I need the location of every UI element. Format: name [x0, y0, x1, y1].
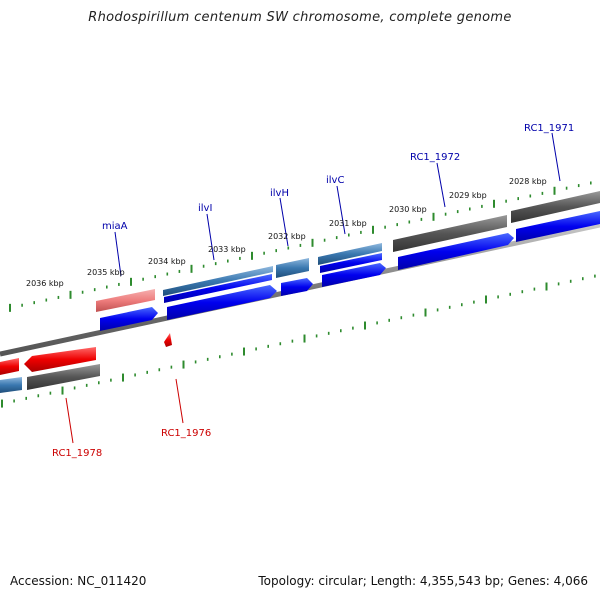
gene-ilvC-bar[interactable] — [320, 253, 382, 273]
gene-RC1_1971-grey-bar[interactable] — [511, 191, 600, 223]
kbp-label: 2029 kbp — [449, 191, 487, 200]
gene-ilvC-rna-bar[interactable] — [318, 243, 382, 265]
genome-title: Rhodospirillum centenum SW chromosome, c… — [88, 10, 512, 25]
gene-label-RC1_1976[interactable]: RC1_1976 — [161, 428, 211, 439]
gene-miaA-bar[interactable] — [96, 289, 155, 312]
tick-row-top — [9, 181, 592, 312]
gene-label-RC1_1971[interactable]: RC1_1971 — [524, 123, 574, 134]
gene-RC1_1978-left-red[interactable] — [0, 358, 19, 375]
topology-text: Topology: circular; Length: 4,355,543 bp… — [258, 574, 588, 588]
kbp-label: 2036 kbp — [26, 279, 64, 288]
gene-label-ilvH[interactable]: ilvH — [270, 188, 289, 199]
kbp-label: 2034 kbp — [148, 257, 186, 266]
gene-miaA-arrow[interactable] — [100, 307, 158, 331]
tick-row-bottom — [1, 274, 596, 408]
gene-RC1_1972-grey-bar[interactable] — [393, 215, 507, 252]
gene-ilvI-arrow[interactable] — [167, 285, 277, 320]
gene-ilvH-arrow[interactable] — [281, 278, 313, 296]
gene-label-miaA[interactable]: miaA — [102, 221, 128, 232]
gene-RC1_1971-arrow[interactable] — [516, 211, 600, 242]
gene-RC1_1978-arrow[interactable] — [24, 347, 96, 372]
kbp-label: 2035 kbp — [87, 268, 125, 277]
kbp-label: 2028 kbp — [509, 177, 547, 186]
gene-label-RC1_1978[interactable]: RC1_1978 — [52, 448, 102, 459]
gene-ilvC-arrow[interactable] — [322, 263, 386, 287]
gene-label-ilvI[interactable]: ilvI — [198, 203, 212, 214]
gene-ilvI-bar[interactable] — [164, 274, 272, 303]
gene-ilvH-rna-bar[interactable] — [276, 258, 309, 278]
gene-left-rna-bar[interactable] — [0, 377, 22, 393]
leader-lines-bottom — [65, 378, 184, 444]
gene-label-ilvC[interactable]: ilvC — [326, 175, 344, 186]
gene-RC1_1976-arrow[interactable] — [164, 333, 172, 347]
kbp-label: 2030 kbp — [389, 205, 427, 214]
kbp-label: 2031 kbp — [329, 219, 367, 228]
accession-text: Accession: NC_011420 — [10, 574, 147, 588]
kbp-label: 2032 kbp — [268, 232, 306, 241]
gene-RC1_1972-arrow[interactable] — [398, 233, 514, 270]
gene-ilvI-rna-bar[interactable] — [163, 266, 273, 296]
leader-lines-top — [114, 132, 561, 277]
gene-RC1_1978-grey-bar[interactable] — [27, 364, 100, 390]
gene-label-RC1_1972[interactable]: RC1_1972 — [410, 152, 460, 163]
kbp-label: 2033 kbp — [208, 245, 246, 254]
